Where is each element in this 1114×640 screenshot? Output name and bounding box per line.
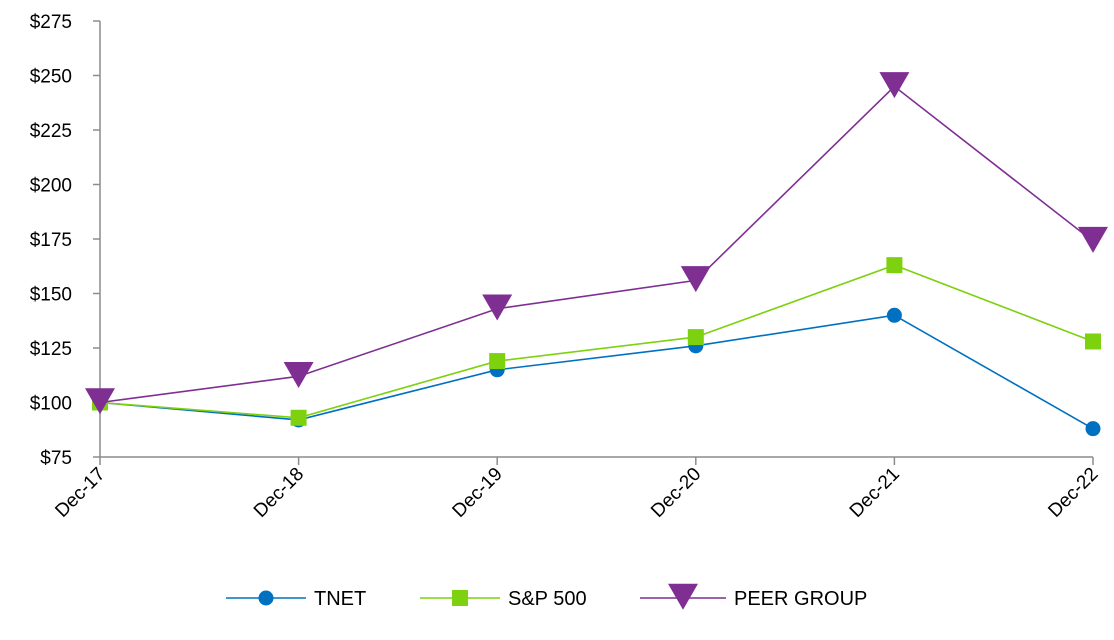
y-tick-label: $225 [30, 121, 72, 142]
y-tick-label: $200 [30, 176, 72, 197]
data-point [283, 362, 314, 389]
x-tick-label: Dec-19 [449, 464, 507, 522]
legend-marker [258, 590, 274, 606]
y-tick-label: $150 [30, 285, 72, 306]
series-s-p-500 [92, 257, 1101, 426]
data-point [680, 266, 711, 293]
legend-label: S&P 500 [508, 588, 587, 610]
legend-label: TNET [314, 588, 366, 610]
x-tick-label: Dec-17 [51, 464, 109, 522]
data-point [687, 329, 704, 346]
data-point [85, 388, 115, 415]
data-point [489, 353, 506, 370]
axes: $75 $100 $125 $150 $175 $200 $225 $250 $275 Dec-1… [30, 12, 1103, 522]
series-line [99, 85, 1094, 404]
x-tick-label: Dec-22 [1044, 464, 1102, 522]
legend-item: PEER GROUP [640, 583, 867, 610]
data-point [290, 409, 307, 426]
series-peer-group [85, 72, 1108, 415]
y-tick-label: $175 [30, 230, 72, 251]
legend-label: PEER GROUP [734, 588, 867, 610]
series-tnet [92, 307, 1101, 437]
legend-item: S&P 500 [420, 588, 587, 610]
data-point [886, 257, 903, 274]
legend-item: TNET [226, 588, 366, 610]
legend-marker [452, 590, 468, 606]
series-line [99, 314, 1094, 430]
legend-marker [668, 583, 698, 610]
data-point [886, 307, 902, 323]
y-tick-label: $75 [40, 448, 72, 469]
y-tick-label: $250 [30, 67, 72, 88]
data-point [879, 72, 910, 99]
legend: TNET S&P 500 PEER GROUP [226, 583, 867, 610]
series-line [99, 264, 1094, 419]
data-point [1078, 226, 1108, 253]
data-point [482, 294, 513, 321]
data-point [1085, 421, 1101, 437]
y-tick-label: $100 [30, 394, 72, 415]
x-tick-label: Dec-20 [647, 464, 705, 522]
x-tick-label: Dec-18 [250, 464, 308, 522]
series-layer [85, 72, 1108, 437]
x-tick-label: Dec-21 [846, 464, 904, 522]
y-tick-label: $275 [30, 12, 72, 33]
y-tick-label: $125 [30, 339, 72, 360]
data-point [1085, 333, 1101, 350]
